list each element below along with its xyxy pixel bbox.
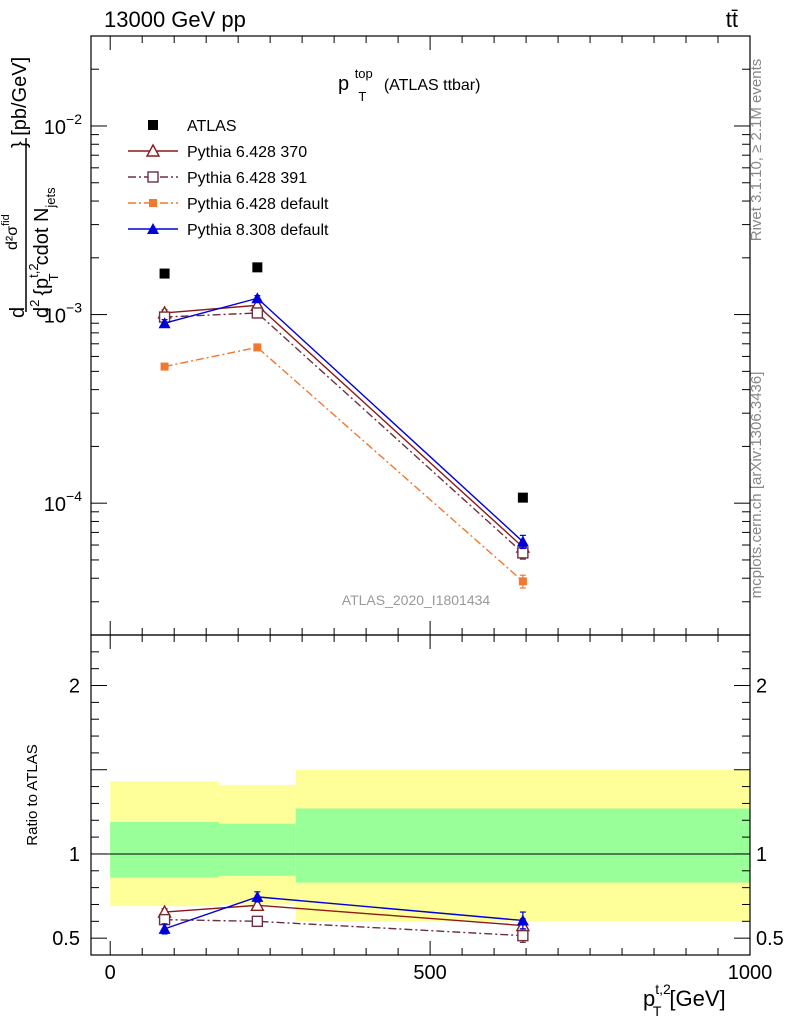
main-y-label-d: d	[7, 307, 29, 318]
main-y-label-num: d²σfid	[0, 214, 21, 250]
main-point-atlas	[517, 492, 528, 503]
main-y-tick-label-1: 10−3	[44, 300, 82, 328]
legend: ATLAS Pythia 6.428 370 Pythia 6.428 391 Pyt…	[128, 118, 329, 239]
main-title-sub: T	[358, 89, 366, 104]
main-y-label: d d²σfid d2{pt,2 Tcdot Njets } [pb/GeV]	[0, 57, 61, 318]
main-y-tick-label-2: 10−4	[44, 488, 82, 516]
main-point-pythia-8-308-default	[251, 292, 264, 304]
x-axis-label: pt,2 T [GeV]	[643, 981, 726, 1019]
legend-label-0: ATLAS	[187, 118, 237, 135]
ratio-y-tick-label-right-0: 0.5	[756, 928, 784, 950]
ratio-point-pythia-8-308-default	[516, 914, 529, 926]
ratio-y-tick-label-left-1: 1	[69, 844, 80, 866]
legend-marker-3	[149, 199, 157, 207]
header-left: 13000 GeV pp	[104, 7, 246, 32]
x-tick-label-2: 1000	[728, 962, 773, 984]
analysis-watermark: ATLAS_2020_I1801434	[342, 592, 491, 608]
main-y-tick-label-0: 10−2	[44, 111, 82, 139]
legend-marker-0	[148, 120, 158, 130]
main-point-pythia-6-428-391	[251, 307, 264, 319]
legend-label-4: Pythia 8.308 default	[187, 222, 329, 239]
ratio-frame	[90, 634, 751, 956]
header-right: tt̄	[726, 7, 738, 32]
rivet-label: Rivet 3.1.10, ≥ 2.1M events	[748, 59, 765, 242]
ratio-band-green-1	[218, 823, 296, 876]
legend-label-1: Pythia 6.428 370	[187, 144, 307, 161]
mcplots-label: mcplots.cern.ch [arXiv:1306.3436]	[748, 372, 765, 599]
main-point-pythia-6-428-default	[518, 577, 527, 586]
main-point-pythia-6-428-default	[160, 362, 169, 371]
main-point-pythia-8-308-default	[158, 317, 171, 329]
main-line-pythia-6-428-default	[164, 346, 524, 582]
legend-marker-2	[147, 171, 159, 183]
main-point-pythia-6-428-391	[517, 547, 529, 559]
main-y-label-den: d2{pt,2 Tcdot Njets	[26, 187, 61, 318]
main-title-p: p	[338, 73, 349, 95]
legend-marker-4	[147, 223, 159, 234]
x-tick-label-1: 500	[413, 962, 446, 984]
legend-marker-1	[145, 143, 161, 157]
legend-label-3: Pythia 6.428 default	[187, 196, 329, 213]
main-title-rest: (ATLAS ttbar)	[384, 77, 481, 94]
main-point-pythia-6-428-default	[253, 343, 262, 352]
main-point-atlas	[159, 268, 170, 279]
ratio-point-pythia-8-308-default	[158, 922, 171, 934]
main-point-pythia-8-308-default	[516, 535, 529, 547]
ratio-plot: 0 500 1000 0.5 0.5 1 1 2 2	[52, 634, 784, 984]
ratio-point-pythia-8-308-default	[251, 890, 264, 902]
main-plot: 10−2 10−3 10−4	[44, 35, 751, 636]
ratio-point-pythia-6-428-370	[250, 897, 265, 912]
main-title: p top T (ATLAS ttbar)	[338, 61, 480, 106]
ratio-y-tick-label-right-2: 2	[756, 676, 767, 698]
main-point-atlas	[252, 262, 263, 273]
legend-label-2: Pythia 6.428 391	[187, 170, 307, 187]
x-tick-label-0: 0	[105, 962, 116, 984]
main-line-pythia-6-428-391	[164, 312, 524, 554]
ratio-y-tick-label-left-0: 0.5	[52, 928, 80, 950]
ratio-y-label: Ratio to ATLAS	[24, 744, 41, 845]
main-line-pythia-8-308-default	[164, 297, 524, 543]
main-line-pythia-6-428-370	[164, 304, 524, 548]
ratio-y-tick-label-right-1: 1	[756, 844, 767, 866]
ratio-band-green-2	[295, 808, 750, 883]
ratio-y-tick-label-left-2: 2	[69, 676, 80, 698]
main-title-sup: top	[355, 66, 373, 81]
ratio-point-pythia-6-428-391	[517, 929, 529, 942]
main-y-label-units: } [pb/GeV]	[9, 57, 31, 148]
ratio-point-pythia-6-428-391	[251, 915, 264, 928]
ratio-band-green-0	[110, 821, 219, 878]
